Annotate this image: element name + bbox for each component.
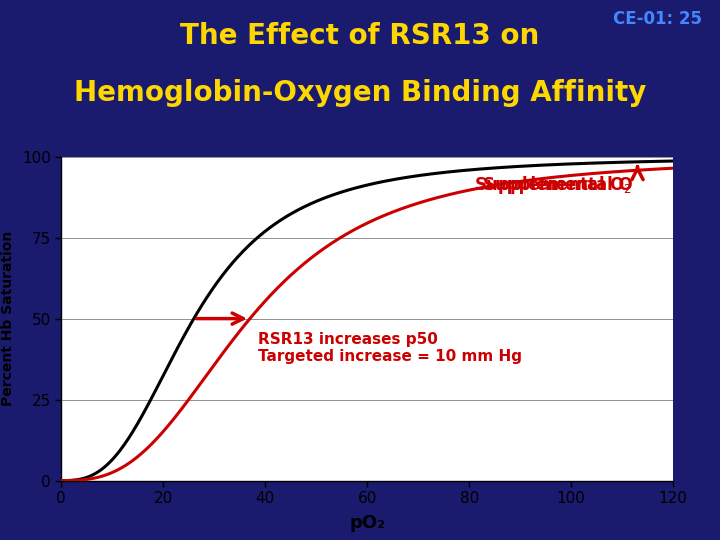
Text: Supplemental O: Supplemental O [482, 177, 632, 194]
Text: Supplemental O$_2$: Supplemental O$_2$ [474, 174, 632, 197]
Text: RSR13 increases p50
Targeted increase = 10 mm Hg: RSR13 increases p50 Targeted increase = … [258, 332, 521, 364]
Y-axis label: Percent Hb Saturation: Percent Hb Saturation [1, 231, 15, 406]
Text: Hemoglobin-Oxygen Binding Affinity: Hemoglobin-Oxygen Binding Affinity [74, 79, 646, 107]
Text: CE-01: 25: CE-01: 25 [613, 10, 702, 29]
Text: The Effect of RSR13 on: The Effect of RSR13 on [181, 22, 539, 50]
X-axis label: pO₂: pO₂ [349, 514, 385, 532]
